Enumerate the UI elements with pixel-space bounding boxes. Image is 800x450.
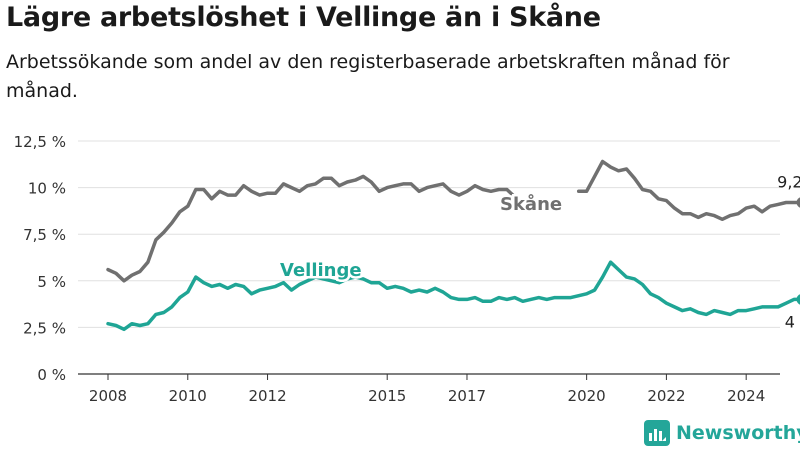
vellinge-end-value-label: 4 % (785, 312, 800, 331)
x-tick-label: 2020 (568, 387, 606, 405)
y-tick-label: 10 % (28, 180, 66, 198)
newsworthy-logo-icon (644, 420, 670, 446)
series-lines (106, 159, 800, 332)
y-tick-label: 12,5 % (14, 133, 66, 151)
y-tick-label: 5 % (37, 273, 66, 291)
y-tick-label: 2,5 % (23, 319, 66, 337)
grid-lines (78, 140, 780, 375)
skane-series-label: Skåne (500, 193, 562, 215)
x-tick-label: 2010 (169, 387, 207, 405)
vellinge-line (106, 260, 800, 332)
y-axis-ticks: 0 % 2,5 % 5 % 7,5 % 10 % 12,5 % (14, 133, 66, 384)
x-tick-label: 2024 (727, 387, 765, 405)
x-tick-label: 2012 (248, 387, 286, 405)
skane-end-value-label: 9,2 % (777, 173, 800, 192)
skane-end-point (796, 197, 800, 208)
vellinge-end-point (796, 294, 800, 305)
x-axis-ticks: 2008 2010 2012 2015 2017 2020 2022 2024 (89, 374, 765, 405)
newsworthy-brand: Newsworthy (644, 419, 800, 447)
x-tick-label: 2008 (89, 387, 127, 405)
x-tick-label: 2017 (448, 387, 486, 405)
x-tick-label: 2015 (368, 387, 406, 405)
skane-line (106, 159, 800, 283)
chart-subtitle: Arbetssökande som andel av den registerb… (6, 51, 730, 102)
chart-title: Lägre arbetslöshet i Vellinge än i Skåne (6, 2, 601, 33)
x-tick-label: 2022 (647, 387, 685, 405)
y-tick-label: 0 % (37, 366, 66, 384)
y-tick-label: 7,5 % (23, 226, 66, 244)
vellinge-series-label: Vellinge (280, 260, 362, 281)
brand-name: Newsworthy (676, 422, 800, 444)
series-labels: 9,2 % 4 % Skåne Vellinge (278, 173, 800, 332)
